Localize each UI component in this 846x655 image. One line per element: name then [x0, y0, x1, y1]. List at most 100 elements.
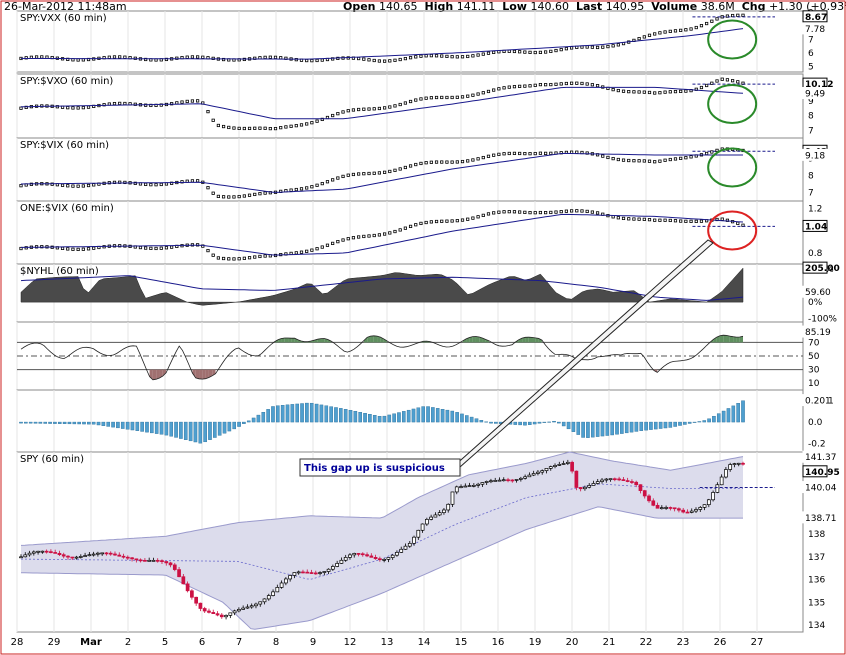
histogram-bar — [295, 403, 300, 423]
histogram-bar — [358, 412, 362, 423]
data-point — [720, 77, 724, 81]
data-point — [86, 105, 91, 109]
histogram-bar — [552, 420, 556, 423]
data-point — [211, 56, 215, 60]
data-point — [305, 249, 309, 253]
data-point — [414, 98, 418, 102]
data-point — [460, 159, 465, 164]
candle-body — [501, 479, 506, 482]
candle-body — [262, 598, 267, 603]
candle-body — [31, 551, 36, 554]
data-point — [653, 91, 657, 95]
data-point — [658, 91, 662, 95]
data-point — [595, 45, 600, 50]
data-point — [138, 245, 143, 250]
candle-body — [19, 556, 23, 559]
data-point — [450, 219, 454, 223]
overbought-fill — [294, 338, 298, 343]
candle-body — [429, 516, 433, 520]
panel-title: SPY (60 min) — [20, 454, 84, 465]
data-point — [19, 184, 23, 188]
overbought-fill — [723, 335, 727, 343]
data-point — [627, 90, 631, 94]
data-point — [221, 57, 226, 62]
histogram-bar — [537, 421, 542, 424]
data-point — [419, 97, 423, 101]
histogram-bar — [460, 413, 464, 423]
data-point — [403, 226, 407, 230]
candle-body — [245, 606, 250, 609]
candle-body — [608, 478, 613, 481]
histogram-bar — [280, 405, 285, 423]
annotation-box — [299, 458, 461, 477]
panel-title: ONE:$VIX (60 min) — [20, 203, 114, 214]
data-point — [107, 55, 111, 59]
candle-body — [61, 554, 66, 557]
data-point — [429, 220, 433, 224]
candle-body — [514, 479, 519, 481]
data-point — [377, 106, 382, 111]
histogram-bar — [474, 418, 479, 423]
histogram-bar — [658, 421, 663, 429]
data-point — [398, 228, 402, 232]
sma-value-label: 59.60 — [805, 288, 831, 298]
overbought-fill — [528, 337, 533, 343]
histogram-bar — [615, 421, 619, 435]
histogram-bar — [91, 421, 96, 425]
data-point — [518, 84, 522, 88]
data-point — [170, 181, 174, 185]
data-point — [533, 50, 537, 55]
candle-body — [403, 545, 408, 550]
data-point — [170, 102, 174, 106]
overbought-fill — [317, 338, 322, 343]
histogram-bar — [707, 418, 711, 423]
low-value: 140.60 — [530, 0, 569, 13]
data-point — [294, 251, 298, 255]
data-point — [299, 250, 304, 254]
data-point — [668, 157, 672, 162]
candle-body — [207, 610, 211, 613]
candle-body — [53, 552, 58, 554]
panel-title: SPY:$VIX (60 min) — [20, 140, 109, 151]
overbought-fill — [475, 336, 480, 343]
candle-body — [382, 559, 386, 561]
candle-body — [565, 461, 570, 464]
data-point — [647, 218, 652, 222]
data-point — [486, 154, 491, 158]
candle-body — [395, 552, 399, 556]
data-point — [642, 159, 646, 163]
sma-value-label-box — [802, 86, 828, 99]
histogram-bar — [82, 421, 86, 425]
data-point — [538, 50, 543, 54]
y-tick-label: 70 — [808, 338, 820, 348]
candle-body — [689, 510, 694, 513]
last-value: 140.95 — [605, 0, 645, 13]
data-point — [76, 184, 80, 188]
data-point — [81, 184, 85, 188]
candle-body — [583, 486, 587, 490]
data-point — [590, 210, 594, 214]
candle-body — [279, 582, 284, 588]
candle-body — [275, 587, 280, 593]
data-point — [190, 179, 195, 183]
data-point — [705, 151, 709, 156]
histogram-bar — [440, 409, 445, 423]
data-point — [606, 44, 610, 49]
candle-body — [232, 610, 237, 614]
data-point — [408, 164, 413, 168]
candle-body — [638, 484, 643, 491]
x-tick-label: 21 — [603, 637, 616, 648]
chg-label: Chg — [741, 0, 766, 13]
data-point — [258, 254, 262, 259]
data-point — [408, 56, 413, 60]
candle-body — [677, 508, 681, 511]
candle-body — [343, 557, 348, 561]
histogram-bar — [251, 417, 256, 423]
data-point — [382, 170, 387, 174]
histogram-bar — [135, 421, 140, 431]
data-point — [60, 246, 65, 251]
histogram-bar — [513, 421, 518, 425]
data-point — [689, 155, 693, 159]
data-point — [549, 151, 553, 155]
candle-body — [49, 551, 53, 553]
